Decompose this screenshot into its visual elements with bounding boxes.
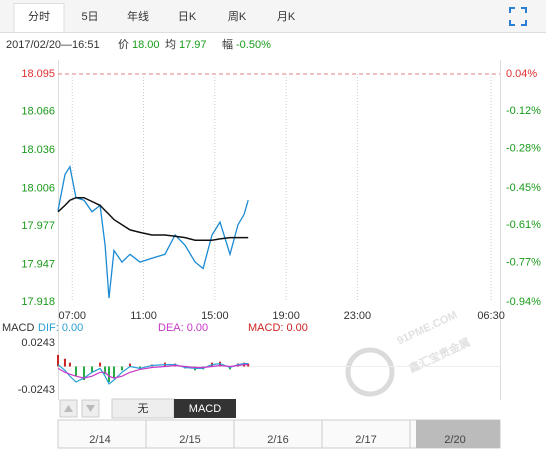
price: 18.00	[132, 39, 160, 51]
y2-tick-label: -0.12%	[506, 105, 541, 117]
macd-bar	[99, 362, 102, 367]
tab[interactable]: 日K	[178, 11, 197, 23]
macd-title: MACD	[2, 322, 34, 334]
y-tick-label: 18.095	[21, 68, 55, 80]
x-tick-label: 11:00	[130, 310, 157, 322]
macd-bar	[75, 366, 78, 377]
macd-bar	[57, 354, 59, 367]
watermark-logo	[345, 347, 395, 397]
x-tick-label: 19:00	[272, 310, 300, 322]
navigator-date: 2/15	[179, 434, 200, 446]
tab[interactable]: 周K	[228, 10, 247, 23]
y2-tick-label: -0.61%	[506, 219, 541, 231]
tab[interactable]: 分时	[28, 10, 50, 23]
change: -0.50%	[236, 39, 271, 51]
macd-bar	[129, 363, 132, 367]
arrow-icon	[64, 405, 73, 412]
avg: 17.97	[179, 39, 207, 51]
price-line	[57, 164, 249, 299]
y2-tick-label: -0.77%	[506, 256, 541, 268]
watermark-name: 鑫汇宝贵金属	[406, 335, 473, 376]
legend-label: MACD: 0.00	[248, 322, 308, 334]
y-tick-label: 18.006	[21, 183, 55, 195]
macd-bar	[68, 362, 71, 367]
legend-label: DIF: 0.00	[38, 322, 83, 334]
y2-tick-label: -0.94%	[506, 296, 541, 308]
y2-tick-label: 0.04%	[506, 68, 537, 80]
average-line	[57, 196, 249, 241]
dea-line	[57, 364, 249, 379]
y-tick-label: 17.947	[21, 259, 55, 271]
change-label: 幅	[222, 38, 233, 51]
macd-bar	[107, 366, 110, 382]
y-tick-label: 0.0243	[21, 337, 55, 349]
legend-label: DEA: 0.00	[158, 322, 208, 334]
y-tick-label: 17.977	[21, 220, 55, 232]
x-tick-label: 15:00	[201, 310, 229, 322]
y2-tick-label: -0.45%	[506, 182, 541, 194]
indicator-button-label: MACD	[189, 403, 221, 415]
tab-selected-bg	[13, 3, 65, 33]
datetime: 2017/02/20—16:51	[6, 39, 100, 51]
tab[interactable]: 年线	[127, 9, 149, 23]
y2-tick-label: -0.28%	[506, 142, 541, 154]
macd-bar	[104, 366, 107, 375]
x-tick-label: 23:00	[344, 310, 372, 322]
tab[interactable]: 5日	[81, 11, 98, 23]
navigator-date: 2/20	[444, 434, 465, 446]
y-tick-label: 18.066	[21, 105, 55, 117]
macd-bar	[120, 366, 123, 371]
y-tick-label: 18.036	[21, 144, 55, 156]
x-tick-label: 07:00	[58, 310, 86, 322]
macd-bar	[63, 358, 66, 367]
avg-label: 均	[165, 38, 176, 51]
indicator-button-label: 无	[138, 403, 149, 415]
y-tick-label: -0.0243	[18, 384, 55, 396]
arrow-icon	[86, 405, 95, 412]
navigator-date: 2/17	[355, 434, 376, 446]
navigator-date: 2/14	[89, 434, 110, 446]
tab[interactable]: 月K	[277, 11, 296, 23]
macd-bar	[83, 366, 86, 381]
navigator-date: 2/16	[267, 434, 288, 446]
price-label: 价	[118, 38, 129, 51]
navigator-window[interactable]	[416, 420, 500, 448]
y-tick-label: 17.918	[21, 296, 55, 308]
tab-bar	[0, 0, 546, 33]
macd-bar	[112, 366, 115, 379]
fullscreen-button[interactable]	[509, 7, 527, 26]
x-tick-label: 06:30	[477, 310, 505, 322]
indicator-button-selected[interactable]	[174, 399, 236, 418]
watermark-site: 91PME.COM	[395, 309, 459, 347]
macd-bar	[91, 366, 94, 373]
